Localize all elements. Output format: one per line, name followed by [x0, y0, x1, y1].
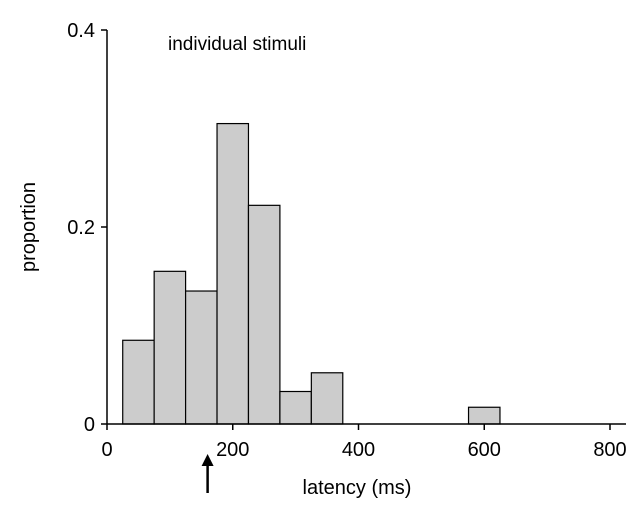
y-axis-label: proportion [18, 182, 40, 272]
histogram-bar-3 [216, 122, 250, 425]
bars-layer [122, 122, 501, 425]
ticks-layer: 0 200 400 600 800 0 0.2 0.4 [67, 20, 627, 461]
histogram-bar-7 [467, 406, 501, 425]
x-tick-label-800: 800 [593, 439, 626, 461]
x-tick-label-400: 400 [342, 439, 375, 461]
histogram-bar-2 [184, 290, 218, 425]
x-axis-label: latency (ms) [303, 477, 412, 499]
y-tick-label-2: 0.4 [67, 20, 95, 42]
histogram-bar-6 [310, 372, 344, 425]
histogram-bar-5 [279, 390, 312, 425]
marker-layer [201, 454, 214, 493]
histogram-bar-1 [153, 270, 187, 425]
histogram-bar-4 [247, 204, 281, 425]
histogram-bar-0 [122, 339, 155, 425]
x-tick-label-600: 600 [468, 439, 501, 461]
x-tick-label-200: 200 [216, 439, 249, 461]
chart-annotation: individual stimuli [168, 34, 306, 55]
y-tick-label-0: 0 [84, 414, 95, 436]
x-tick-label-0: 0 [101, 439, 112, 461]
y-tick-label-1: 0.2 [67, 217, 95, 239]
marker-arrow-icon [201, 454, 214, 493]
